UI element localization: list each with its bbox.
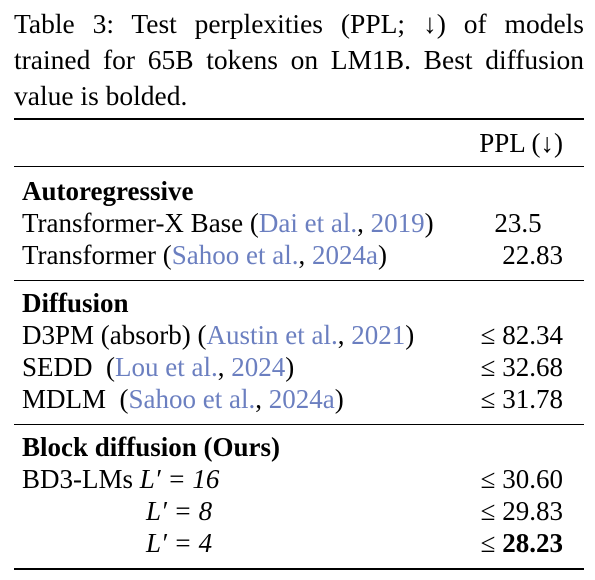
- section-heading-block-diffusion: Block diffusion (Ours): [22, 432, 281, 462]
- block-length-param: L′ = 16: [139, 464, 220, 494]
- table-row: Transformer (Sahoo et al., 2024a) 22.83: [22, 240, 563, 270]
- table-row: L′ = 4 ≤ 28.23: [0, 527, 595, 559]
- table-caption: Table 3: Test perplexities (PPL; ↓) of m…: [14, 8, 584, 111]
- section-heading-diffusion: Diffusion: [22, 288, 129, 318]
- section-rule: [14, 424, 584, 425]
- citation-year-link[interactable]: 2021: [351, 320, 406, 350]
- citation-link[interactable]: Sahoo et al.: [171, 240, 299, 270]
- model-name: MDLM: [22, 384, 107, 414]
- table-row: BD3-LMs L′ = 16 ≤ 30.60: [0, 463, 595, 495]
- citation-link[interactable]: Austin et al.: [206, 320, 338, 350]
- ppl-column-header: PPL (↓): [479, 128, 563, 158]
- bottom-rule: [14, 568, 584, 570]
- ppl-value: 22.83: [502, 240, 563, 270]
- table-row: L′ = 8 ≤ 29.83: [0, 495, 595, 527]
- table-row: Transformer-X Base (Dai et al., 2019) 23…: [0, 207, 595, 239]
- block-length-param: L′ = 4: [146, 528, 213, 558]
- section-heading-autoregressive: Autoregressive: [22, 176, 194, 206]
- ppl-value: ≤ 32.68: [480, 352, 563, 382]
- citation-link[interactable]: Dai et al.: [258, 208, 358, 238]
- header-row: PPL (↓): [0, 127, 595, 159]
- ppl-value: ≤ 31.78: [480, 384, 563, 414]
- citation-year-link[interactable]: 2024: [231, 352, 286, 382]
- ppl-value: 23.5: [494, 208, 542, 238]
- ppl-value-best: ≤ 28.23: [480, 528, 563, 558]
- table-row: SEDD (Lou et al., 2024) ≤ 32.68: [22, 352, 563, 382]
- ppl-value: ≤ 30.60: [480, 464, 563, 494]
- section-rule: [14, 280, 584, 281]
- citation-year-link[interactable]: 2024a: [311, 240, 378, 270]
- top-rule: [14, 118, 584, 120]
- table-row: MDLM (Sahoo et al., 2024a) ≤ 31.78: [22, 384, 563, 414]
- block-length-param: L′ = 8: [146, 496, 213, 526]
- table-row: D3PM (absorb) (Austin et al., 2021) ≤ 82…: [22, 320, 563, 350]
- model-name: Transformer: [22, 240, 156, 270]
- model-name: D3PM (absorb): [22, 320, 191, 350]
- citation-year-link[interactable]: 2019: [370, 208, 425, 238]
- ppl-value: ≤ 82.34: [480, 320, 563, 350]
- ppl-value: ≤ 29.83: [480, 496, 563, 526]
- citation-year-link[interactable]: 2024a: [268, 384, 335, 414]
- model-name: BD3-LMs: [22, 464, 134, 494]
- model-name: SEDD: [22, 352, 93, 382]
- citation-link[interactable]: Sahoo et al.: [128, 384, 256, 414]
- citation-link[interactable]: Lou et al.: [115, 352, 218, 382]
- header-rule: [14, 166, 584, 167]
- model-name: Transformer-X Base: [22, 208, 244, 238]
